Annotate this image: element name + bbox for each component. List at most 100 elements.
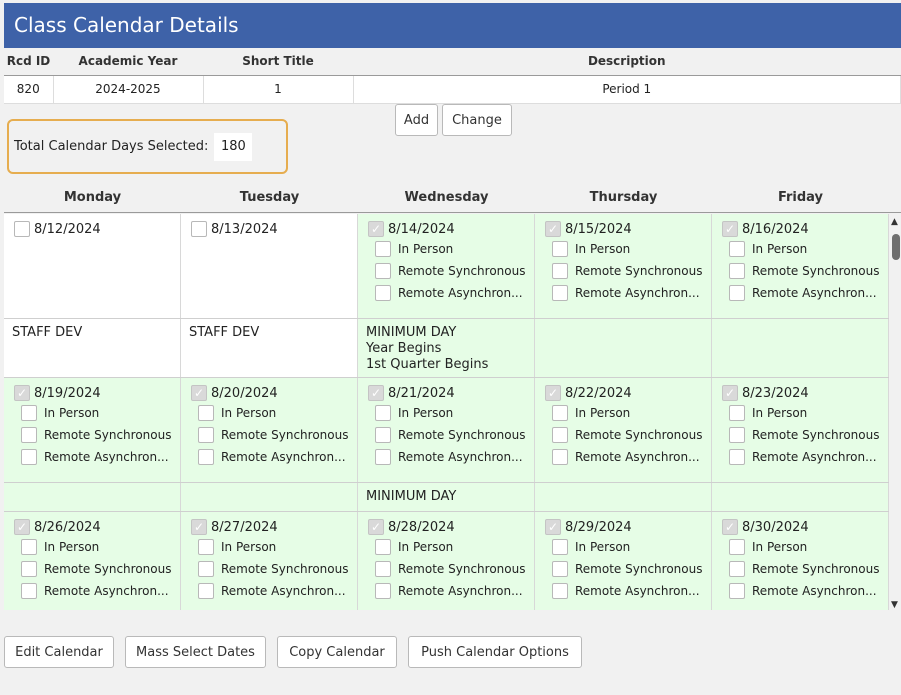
option-checkbox[interactable] <box>198 427 214 443</box>
delivery-option[interactable]: In Person <box>712 238 888 260</box>
delivery-option[interactable]: Remote Synchronous <box>358 424 534 446</box>
option-checkbox[interactable] <box>375 241 391 257</box>
delivery-option[interactable]: In Person <box>535 536 711 558</box>
option-checkbox[interactable] <box>21 449 37 465</box>
date-checkbox[interactable] <box>722 385 738 401</box>
delivery-option[interactable]: Remote Asynchron... <box>358 446 534 468</box>
delivery-option[interactable]: In Person <box>358 238 534 260</box>
change-button[interactable]: Change <box>442 104 512 136</box>
option-checkbox[interactable] <box>375 263 391 279</box>
date-checkbox[interactable] <box>545 519 561 535</box>
option-checkbox[interactable] <box>198 449 214 465</box>
delivery-option[interactable]: Remote Asynchron... <box>535 580 711 602</box>
scroll-up-arrow-icon[interactable]: ▲ <box>891 217 898 227</box>
option-checkbox[interactable] <box>198 561 214 577</box>
date-checkbox[interactable] <box>368 385 384 401</box>
option-checkbox[interactable] <box>21 561 37 577</box>
delivery-option[interactable]: Remote Asynchron... <box>181 446 357 468</box>
date-checkbox[interactable] <box>368 519 384 535</box>
scroll-down-arrow-icon[interactable]: ▼ <box>891 600 898 610</box>
option-checkbox[interactable] <box>21 583 37 599</box>
delivery-option[interactable]: Remote Asynchron... <box>535 446 711 468</box>
delivery-option[interactable]: Remote Synchronous <box>535 260 711 282</box>
delivery-option[interactable]: In Person <box>712 536 888 558</box>
delivery-option[interactable]: Remote Synchronous <box>181 424 357 446</box>
delivery-option[interactable]: In Person <box>712 402 888 424</box>
option-checkbox[interactable] <box>375 449 391 465</box>
option-checkbox[interactable] <box>21 539 37 555</box>
option-checkbox[interactable] <box>552 539 568 555</box>
date-checkbox[interactable] <box>14 519 30 535</box>
option-checkbox[interactable] <box>198 539 214 555</box>
delivery-option[interactable]: Remote Asynchron... <box>4 580 180 602</box>
delivery-option[interactable]: In Person <box>358 536 534 558</box>
delivery-option[interactable]: Remote Asynchron... <box>181 580 357 602</box>
option-checkbox[interactable] <box>552 427 568 443</box>
table-row[interactable]: 820 2024-2025 1 Period 1 <box>4 75 901 104</box>
option-checkbox[interactable] <box>552 285 568 301</box>
date-checkbox[interactable] <box>191 385 207 401</box>
scrollbar-thumb[interactable] <box>892 234 900 260</box>
option-checkbox[interactable] <box>375 405 391 421</box>
delivery-option[interactable]: Remote Synchronous <box>712 424 888 446</box>
option-checkbox[interactable] <box>552 241 568 257</box>
option-checkbox[interactable] <box>729 427 745 443</box>
delivery-option[interactable]: Remote Synchronous <box>535 424 711 446</box>
option-checkbox[interactable] <box>375 561 391 577</box>
delivery-option[interactable]: In Person <box>358 402 534 424</box>
option-checkbox[interactable] <box>375 285 391 301</box>
date-checkbox[interactable] <box>14 385 30 401</box>
edit-calendar-button[interactable]: Edit Calendar <box>4 636 114 668</box>
date-checkbox[interactable] <box>722 519 738 535</box>
option-checkbox[interactable] <box>552 449 568 465</box>
date-checkbox[interactable] <box>368 221 384 237</box>
delivery-option[interactable]: Remote Asynchron... <box>535 282 711 304</box>
option-checkbox[interactable] <box>375 539 391 555</box>
calendar-scrollbar[interactable]: ▲ ▼ <box>889 214 901 610</box>
delivery-option[interactable]: Remote Asynchron... <box>358 580 534 602</box>
delivery-option[interactable]: Remote Asynchron... <box>712 580 888 602</box>
option-checkbox[interactable] <box>729 405 745 421</box>
delivery-option[interactable]: In Person <box>4 536 180 558</box>
delivery-option[interactable]: Remote Synchronous <box>181 558 357 580</box>
delivery-option[interactable]: Remote Asynchron... <box>712 446 888 468</box>
date-checkbox[interactable] <box>191 221 207 237</box>
delivery-option[interactable]: Remote Synchronous <box>712 558 888 580</box>
delivery-option[interactable]: Remote Asynchron... <box>4 446 180 468</box>
delivery-option[interactable]: Remote Synchronous <box>712 260 888 282</box>
mass-select-dates-button[interactable]: Mass Select Dates <box>125 636 266 668</box>
option-checkbox[interactable] <box>198 583 214 599</box>
option-checkbox[interactable] <box>729 241 745 257</box>
option-checkbox[interactable] <box>729 285 745 301</box>
option-checkbox[interactable] <box>552 405 568 421</box>
option-checkbox[interactable] <box>729 263 745 279</box>
push-calendar-options-button[interactable]: Push Calendar Options <box>408 636 582 668</box>
delivery-option[interactable]: Remote Synchronous <box>358 558 534 580</box>
option-checkbox[interactable] <box>375 427 391 443</box>
delivery-option[interactable]: In Person <box>535 238 711 260</box>
option-checkbox[interactable] <box>552 561 568 577</box>
option-checkbox[interactable] <box>729 561 745 577</box>
delivery-option[interactable]: In Person <box>181 402 357 424</box>
date-checkbox[interactable] <box>14 221 30 237</box>
option-checkbox[interactable] <box>552 583 568 599</box>
delivery-option[interactable]: Remote Synchronous <box>535 558 711 580</box>
delivery-option[interactable]: Remote Asynchron... <box>712 282 888 304</box>
add-button[interactable]: Add <box>395 104 438 136</box>
copy-calendar-button[interactable]: Copy Calendar <box>277 636 397 668</box>
delivery-option[interactable]: In Person <box>4 402 180 424</box>
delivery-option[interactable]: Remote Synchronous <box>358 260 534 282</box>
delivery-option[interactable]: Remote Synchronous <box>4 424 180 446</box>
option-checkbox[interactable] <box>375 583 391 599</box>
option-checkbox[interactable] <box>729 539 745 555</box>
date-checkbox[interactable] <box>191 519 207 535</box>
date-checkbox[interactable] <box>545 221 561 237</box>
delivery-option[interactable]: Remote Synchronous <box>4 558 180 580</box>
option-checkbox[interactable] <box>21 405 37 421</box>
delivery-option[interactable]: Remote Asynchron... <box>358 282 534 304</box>
date-checkbox[interactable] <box>722 221 738 237</box>
date-checkbox[interactable] <box>545 385 561 401</box>
delivery-option[interactable]: In Person <box>181 536 357 558</box>
option-checkbox[interactable] <box>552 263 568 279</box>
option-checkbox[interactable] <box>21 427 37 443</box>
